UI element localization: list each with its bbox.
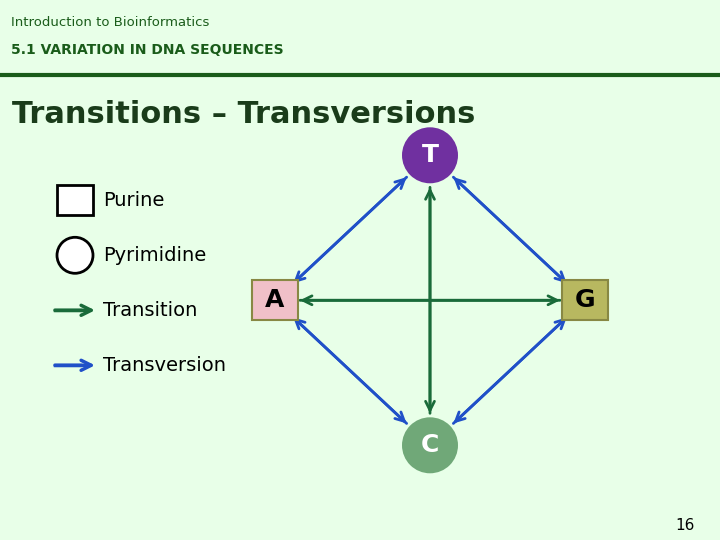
Text: Transition: Transition (103, 301, 197, 320)
Circle shape (402, 127, 458, 183)
Text: 5.1 VARIATION IN DNA SEQUENCES: 5.1 VARIATION IN DNA SEQUENCES (11, 43, 284, 57)
Text: C: C (420, 433, 439, 457)
FancyBboxPatch shape (252, 280, 298, 320)
Text: Introduction to Bioinformatics: Introduction to Bioinformatics (11, 16, 210, 29)
Text: Transitions – Transversions: Transitions – Transversions (12, 100, 475, 129)
FancyBboxPatch shape (562, 280, 608, 320)
Text: A: A (265, 288, 284, 312)
Circle shape (402, 417, 458, 473)
Text: Transversion: Transversion (103, 356, 226, 375)
Text: 16: 16 (675, 518, 695, 532)
Text: G: G (575, 288, 595, 312)
Text: Pyrimidine: Pyrimidine (103, 246, 206, 265)
Circle shape (57, 237, 93, 273)
Text: Purine: Purine (103, 191, 164, 210)
FancyBboxPatch shape (57, 185, 93, 215)
Text: T: T (421, 143, 438, 167)
